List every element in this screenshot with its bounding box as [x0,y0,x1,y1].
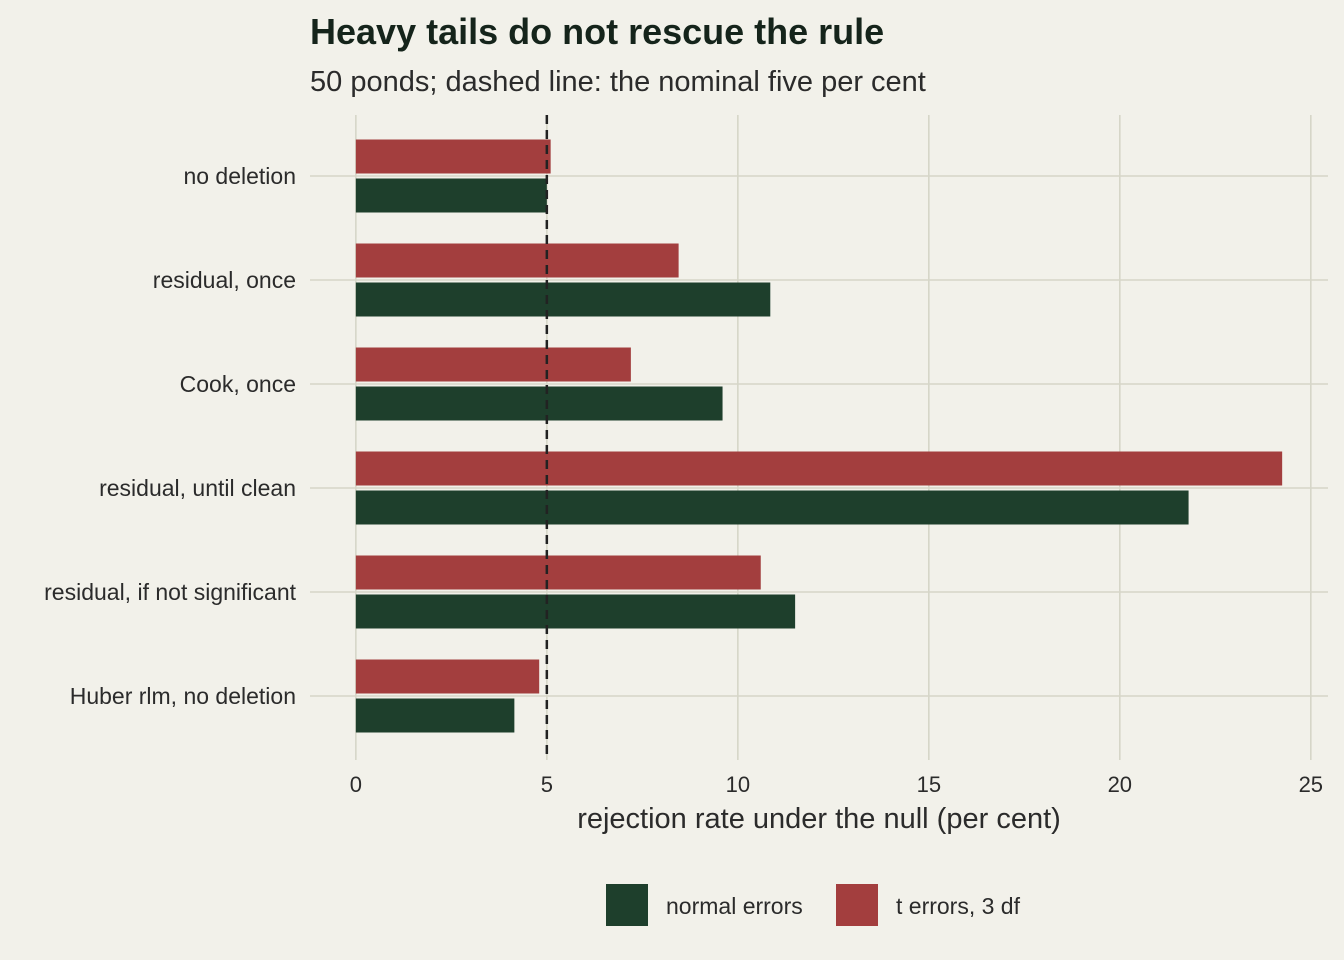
category-label: residual, if not significant [44,579,296,605]
legend: normal errors t errors, 3 df [606,884,1021,926]
bar-t-errors [355,139,551,174]
bar-normal-errors [355,282,771,317]
x-tick-label: 0 [350,772,362,797]
legend-swatch [606,884,648,926]
x-tick-label: 10 [726,772,750,797]
bars [355,139,1283,733]
bar-t-errors [355,243,679,278]
legend-label: normal errors [666,893,803,919]
bar-normal-errors [355,386,723,421]
grid [310,115,1328,760]
chart-title: Heavy tails do not rescue the rule [310,11,884,52]
category-label: no deletion [183,163,296,189]
legend-label: t errors, 3 df [896,893,1021,919]
bar-normal-errors [355,178,547,213]
x-tick-label: 15 [917,772,941,797]
bar-t-errors [355,659,540,694]
x-tick-label: 5 [541,772,553,797]
category-label: residual, until clean [99,475,296,501]
category-label: residual, once [153,267,296,293]
bar-normal-errors [355,490,1189,525]
bar-t-errors [355,451,1283,486]
tick-labels: 0 5 10 15 20 25 [350,772,1323,797]
bar-t-errors [355,555,761,590]
x-tick-label: 20 [1108,772,1132,797]
bar-normal-errors [355,594,796,629]
x-axis-title: rejection rate under the null (per cent) [577,803,1061,835]
x-tick-label: 25 [1299,772,1323,797]
chart-subtitle: 50 ponds; dashed line: the nominal five … [310,66,926,98]
category-label: Cook, once [180,371,296,397]
legend-swatch [836,884,878,926]
bar-t-errors [355,347,631,382]
category-label: Huber rlm, no deletion [70,683,296,709]
plot-area: no deletion residual, once Cook, once resid… [44,115,1328,797]
bar-normal-errors [355,698,515,733]
category-labels: no deletion residual, once Cook, once resid… [44,163,296,709]
